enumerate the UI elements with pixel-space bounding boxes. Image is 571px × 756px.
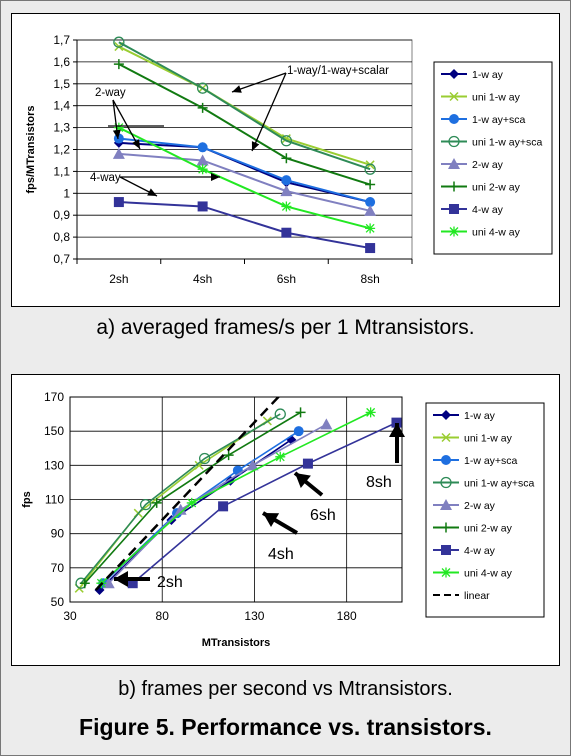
data-point-s6-2 [303,459,313,469]
legend-label-7: uni 4-w ay [464,568,513,580]
data-point-s6-1 [198,201,208,211]
x-tick-label: 2sh [109,272,128,286]
y-tick-label: 170 [44,390,64,404]
chart-b-panel: 50 70 90 110 130 150 170 30 80 130 180 MTransistors… [11,374,560,666]
data-point-s7-2 [275,452,285,462]
annotation-6sh: 6sh [310,507,336,524]
y-tick-label: 150 [44,424,64,438]
legend-marker-6 [441,545,451,555]
legend-label-3: uni 1-w ay+sca [472,137,542,149]
legend-marker-7 [449,227,459,237]
annotation-2way: 2-way [95,87,126,99]
x-axis-title: MTransistors [202,637,270,649]
y-tick-label: 1,5 [53,77,70,91]
legend-label-6: 4-w ay [464,545,496,557]
x-tick-label: 80 [156,609,170,623]
y-axis-title: fps [21,491,33,508]
legend-marker-7 [441,568,451,578]
y-tick-label: 130 [44,458,64,472]
x-tick-label: 4sh [193,272,212,286]
y-tick-label: 1,1 [53,164,70,178]
x-tick-label: 130 [244,609,264,623]
legend-label-2: 1-w ay+sca [464,455,518,467]
data-point-s6-0 [114,197,124,207]
chart-a-panel: 0,7 0,8 0,9 1 1,1 1,2 1,3 1,4 1,5 1,6 1,7 2sh 4sh 6sh… [11,13,560,307]
y-tick-label: 1 [63,186,70,200]
legend-label-3: uni 1-w ay+sca [464,478,534,490]
data-point-s7-3 [365,223,375,233]
data-point-s7-1 [198,164,208,174]
legend-label-8: linear [464,590,490,602]
legend-label-4: 2-w ay [472,159,504,171]
y-tick-label: 110 [45,493,64,507]
y-axis-title: fps/MTransistors [25,105,37,193]
legend-label-5: uni 2-w ay [472,182,521,194]
annotation-1way: 1-way/1-way+scalar [287,65,389,77]
legend-marker-6 [449,204,459,214]
data-point-s6-2 [281,228,291,238]
y-tick-label: 1,4 [53,99,70,113]
legend-label-7: uni 4-w ay [472,227,521,239]
caption-b: b) frames per second vs Mtransistors. [0,678,571,701]
data-point-s6-1 [218,501,228,511]
y-tick-label: 90 [51,527,65,541]
legend-label-5: uni 2-w ay [464,523,513,535]
annotation-2sh: 2sh [157,574,183,591]
chart-b: 50 70 90 110 130 150 170 30 80 130 180 MTransistors… [12,375,559,665]
figure-title: Figure 5. Performance vs. transistors. [0,714,571,741]
data-point-s2-3 [294,426,304,436]
y-tick-label: 0,9 [53,208,70,222]
data-point-s7-2 [281,201,291,211]
x-tick-label: 8sh [360,272,379,286]
y-tick-label: 50 [51,595,65,609]
y-tick-label: 0,8 [53,230,70,244]
annotation-8sh: 8sh [366,474,392,491]
legend-label-0: 1-w ay [472,69,504,81]
legend-label-4: 2-w ay [464,500,496,512]
legend-marker-2 [449,114,459,124]
legend-label-1: uni 1-w ay [464,433,513,445]
annotation-4sh: 4sh [268,546,294,563]
legend-label-0: 1-w ay [464,410,496,422]
legend-label-6: 4-w ay [472,204,504,216]
y-tick-label: 1,3 [53,121,70,135]
x-tick-label: 6sh [277,272,296,286]
data-point-s7-3 [366,407,376,417]
chart-a: 0,7 0,8 0,9 1 1,1 1,2 1,3 1,4 1,5 1,6 1,7 2sh 4sh 6sh… [12,14,559,306]
x-tick-label: 30 [63,609,77,623]
caption-a: a) averaged frames/s per 1 Mtransistors. [0,316,571,340]
legend-marker-2 [441,455,451,465]
annotation-4way: 4-way [90,172,121,184]
legend-label-2: 1-w ay+sca [472,114,526,126]
y-tick-label: 1,7 [53,33,70,47]
y-tick-label: 0,7 [53,252,70,266]
data-point-s2-2 [281,175,291,185]
x-tick-label: 180 [337,609,357,623]
data-point-s6-3 [365,243,375,253]
legend-label-1: uni 1-w ay [472,92,521,104]
y-tick-label: 1,6 [53,55,70,69]
y-tick-label: 1,2 [53,143,70,157]
data-point-s2-1 [198,142,208,152]
data-point-s7-1 [187,498,197,508]
y-tick-label: 70 [51,561,65,575]
